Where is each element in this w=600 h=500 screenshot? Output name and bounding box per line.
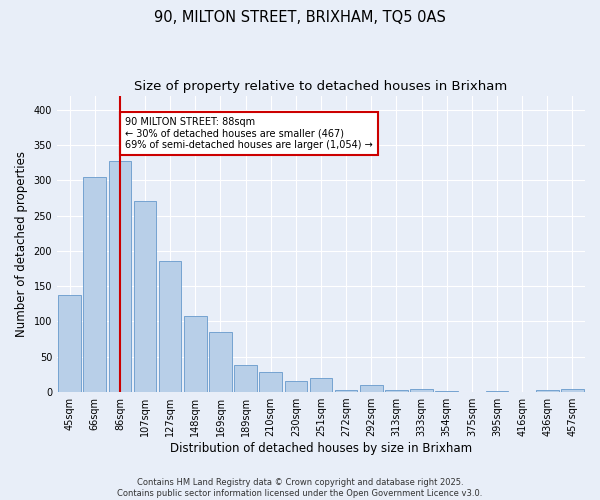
Title: Size of property relative to detached houses in Brixham: Size of property relative to detached ho… — [134, 80, 508, 93]
Bar — [385, 390, 408, 392]
Bar — [360, 385, 383, 392]
X-axis label: Distribution of detached houses by size in Brixham: Distribution of detached houses by size … — [170, 442, 472, 455]
Bar — [561, 390, 584, 392]
Text: 90, MILTON STREET, BRIXHAM, TQ5 0AS: 90, MILTON STREET, BRIXHAM, TQ5 0AS — [154, 10, 446, 25]
Text: 90 MILTON STREET: 88sqm
← 30% of detached houses are smaller (467)
69% of semi-d: 90 MILTON STREET: 88sqm ← 30% of detache… — [125, 116, 373, 150]
Bar — [58, 296, 81, 392]
Y-axis label: Number of detached properties: Number of detached properties — [15, 151, 28, 337]
Bar — [209, 332, 232, 392]
Bar — [310, 378, 332, 392]
Bar — [184, 316, 206, 392]
Bar — [159, 262, 181, 392]
Bar — [234, 364, 257, 392]
Bar — [284, 381, 307, 392]
Bar — [134, 202, 157, 392]
Bar — [259, 372, 282, 392]
Bar — [410, 388, 433, 392]
Bar — [335, 390, 358, 392]
Bar — [536, 390, 559, 392]
Bar — [83, 176, 106, 392]
Text: Contains HM Land Registry data © Crown copyright and database right 2025.
Contai: Contains HM Land Registry data © Crown c… — [118, 478, 482, 498]
Bar — [109, 161, 131, 392]
